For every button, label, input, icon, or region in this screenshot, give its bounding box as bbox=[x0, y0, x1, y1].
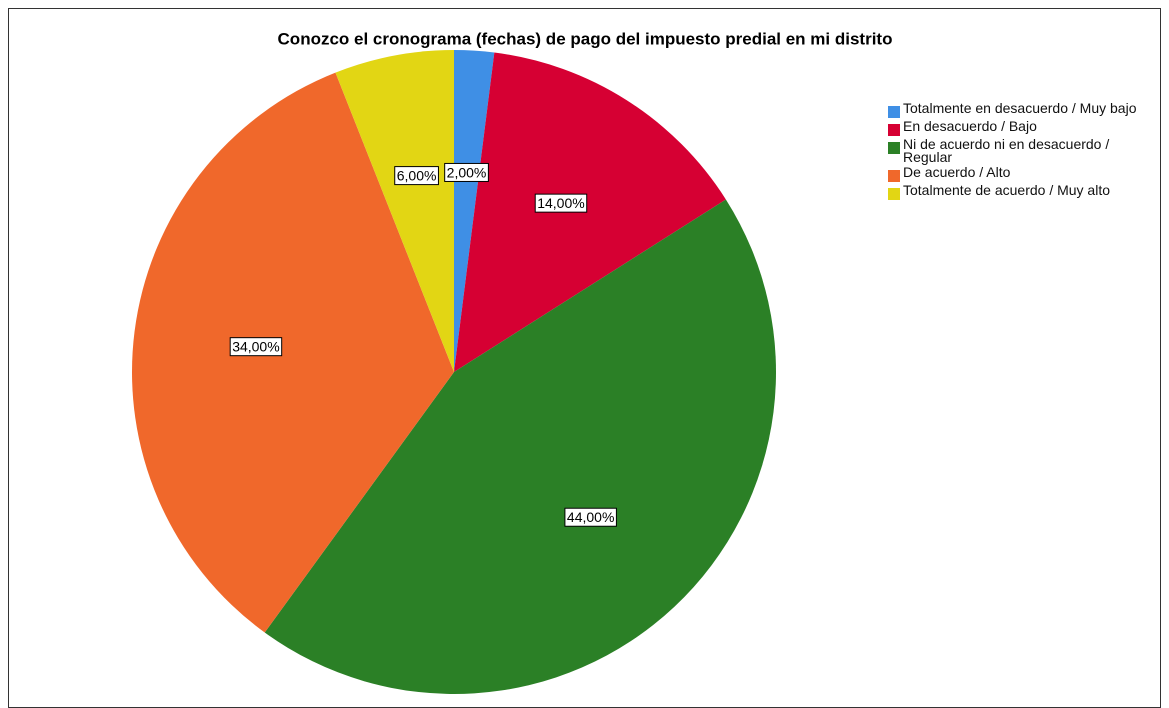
legend-swatch bbox=[888, 170, 900, 182]
legend-swatch bbox=[888, 142, 900, 154]
data-label-text: 6,00% bbox=[397, 168, 437, 184]
data-label-text: 34,00% bbox=[232, 339, 279, 355]
legend-label: Totalmente en desacuerdo / Muy bajo bbox=[903, 100, 1137, 116]
legend-swatch bbox=[888, 106, 900, 118]
data-label: 6,00% bbox=[394, 166, 439, 186]
data-label-box bbox=[534, 193, 588, 213]
legend-item: Ni de acuerdo ni en desacuerdo / Regular bbox=[888, 136, 1160, 165]
chart-title: Conozco el cronograma (fechas) de pago d… bbox=[278, 29, 893, 48]
data-label: 44,00% bbox=[564, 507, 617, 527]
pie-slice bbox=[454, 52, 726, 373]
data-label: 34,00% bbox=[229, 337, 283, 357]
data-label: 14,00% bbox=[534, 193, 588, 213]
data-label-box bbox=[444, 162, 489, 182]
legend-item: Totalmente de acuerdo / Muy alto bbox=[888, 182, 1160, 200]
data-label-text: 44,00% bbox=[567, 509, 614, 525]
data-label-text: 2,00% bbox=[447, 164, 487, 180]
legend-label: Totalmente de acuerdo / Muy alto bbox=[903, 182, 1111, 198]
data-label-box bbox=[394, 166, 439, 186]
legend-label: De acuerdo / Alto bbox=[903, 164, 1011, 180]
legend-label: Ni de acuerdo ni en desacuerdo / Regular bbox=[903, 136, 1110, 165]
legend: Totalmente en desacuerdo / Muy bajo En de… bbox=[888, 100, 1160, 202]
legend-swatch bbox=[888, 124, 900, 136]
legend-item: En desacuerdo / Bajo bbox=[888, 118, 1160, 136]
pie-slice bbox=[131, 72, 454, 633]
pie-slice bbox=[335, 50, 454, 372]
legend-label: En desacuerdo / Bajo bbox=[903, 118, 1037, 134]
data-label-box bbox=[564, 507, 617, 527]
data-label: 2,00% bbox=[444, 162, 489, 182]
data-label-text: 14,00% bbox=[537, 195, 584, 211]
pie-slice bbox=[454, 50, 495, 372]
pie-slice bbox=[264, 199, 777, 695]
legend-swatch bbox=[888, 188, 900, 200]
legend-item: Totalmente en desacuerdo / Muy bajo bbox=[888, 100, 1160, 118]
legend-item: De acuerdo / Alto bbox=[888, 164, 1160, 182]
data-label-box bbox=[229, 337, 283, 357]
